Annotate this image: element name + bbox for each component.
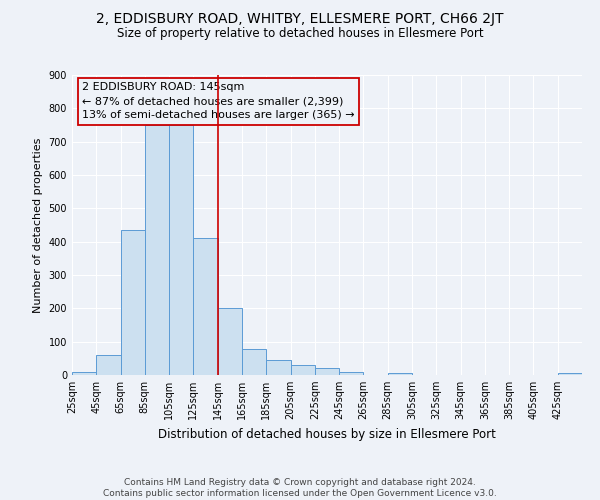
Y-axis label: Number of detached properties: Number of detached properties — [33, 138, 43, 312]
Text: Size of property relative to detached houses in Ellesmere Port: Size of property relative to detached ho… — [116, 28, 484, 40]
Bar — [169, 125, 193, 375]
Bar — [72, 372, 96, 375]
Text: Contains HM Land Registry data © Crown copyright and database right 2024.
Contai: Contains HM Land Registry data © Crown c… — [103, 478, 497, 498]
Bar — [315, 368, 339, 375]
Bar — [145, 125, 169, 375]
Bar — [339, 372, 364, 375]
Bar — [558, 374, 582, 375]
Bar — [218, 308, 242, 375]
Bar — [193, 238, 218, 375]
Bar — [388, 374, 412, 375]
Bar — [290, 365, 315, 375]
Text: 2 EDDISBURY ROAD: 145sqm
← 87% of detached houses are smaller (2,399)
13% of sem: 2 EDDISBURY ROAD: 145sqm ← 87% of detach… — [82, 82, 355, 120]
Bar — [242, 349, 266, 375]
X-axis label: Distribution of detached houses by size in Ellesmere Port: Distribution of detached houses by size … — [158, 428, 496, 440]
Bar — [96, 355, 121, 375]
Bar — [266, 360, 290, 375]
Text: 2, EDDISBURY ROAD, WHITBY, ELLESMERE PORT, CH66 2JT: 2, EDDISBURY ROAD, WHITBY, ELLESMERE POR… — [96, 12, 504, 26]
Bar — [121, 230, 145, 375]
